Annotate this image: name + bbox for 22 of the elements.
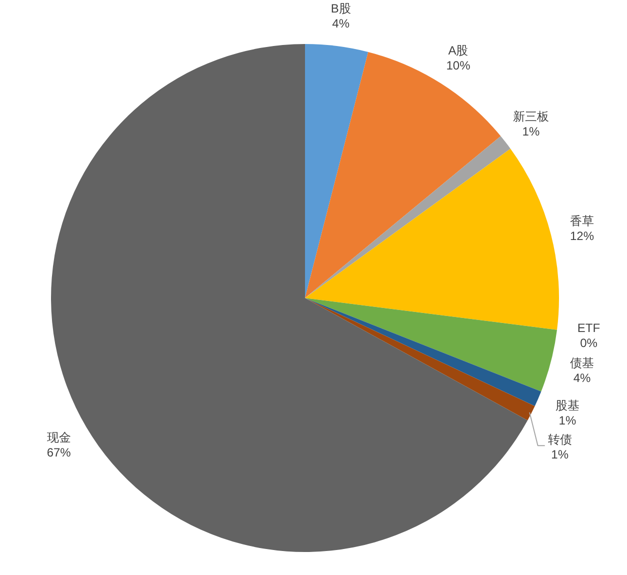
- pie-slice: [305, 298, 557, 392]
- slice-label: A股: [448, 44, 468, 58]
- data-label: 1%: [558, 414, 576, 428]
- slice-label: 现金: [46, 430, 71, 445]
- pie-slice: [305, 44, 368, 298]
- slice-label: B股: [330, 1, 351, 16]
- slice-label: 香草: [570, 214, 594, 228]
- data-label: 1%: [551, 448, 569, 462]
- pie-slice: [305, 136, 510, 298]
- slice-label: 债基: [570, 356, 594, 370]
- category-label: ETF: [577, 320, 600, 335]
- slice-label: 股基: [555, 398, 580, 413]
- pie-slice: [305, 148, 559, 330]
- slice-label: 新三板: [512, 110, 549, 124]
- slice-label: 转债: [548, 432, 572, 447]
- data-label: 12%: [570, 228, 594, 243]
- text: 0%: [580, 336, 598, 350]
- data-label: 67%: [46, 446, 72, 460]
- data-label: 4%: [573, 371, 592, 386]
- data-label: 4%: [332, 16, 350, 30]
- data-label: 10%: [446, 58, 471, 73]
- data-label: 1%: [522, 124, 540, 139]
